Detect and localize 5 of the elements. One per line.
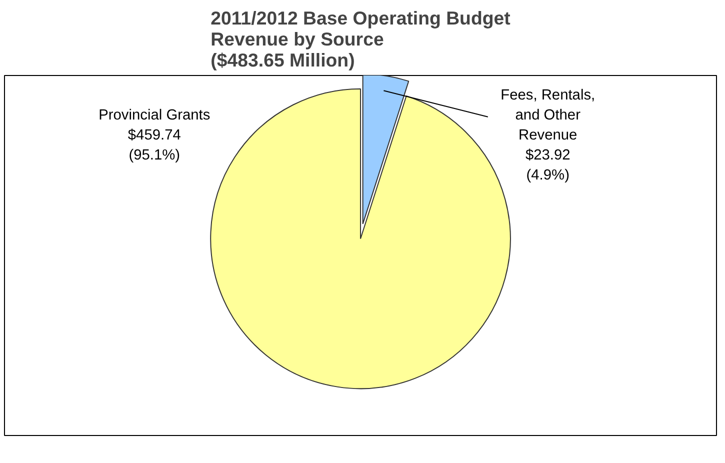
chart-title: 2011/2012 Base Operating Budget Revenue by Source ($483.65 Million) — [210, 8, 510, 70]
slice-label: Fees, Rentals, and Other Revenue — [500, 88, 596, 144]
data-label: $23.92 (4.9%) — [525, 148, 570, 184]
data-label: $459.74 (95.1%) — [128, 128, 181, 164]
slice-label: Provincial Grants — [98, 108, 210, 124]
